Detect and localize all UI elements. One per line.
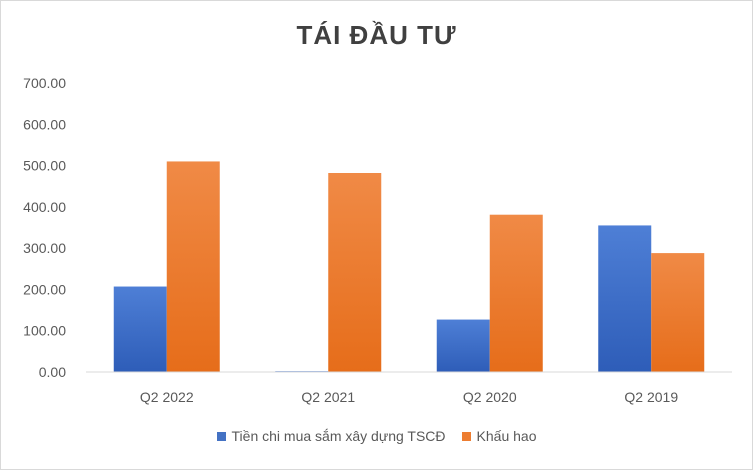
bar-series-1-q2-2019 xyxy=(598,225,652,372)
x-tick-label: Q2 2021 xyxy=(301,389,355,405)
y-tick-label: 0.00 xyxy=(39,364,66,380)
bar-series-1-q2-2022 xyxy=(113,286,167,372)
bar-series-2-q2-2019 xyxy=(651,253,705,372)
y-tick-label: 600.00 xyxy=(23,116,66,132)
legend-label-series-2: Khấu hao xyxy=(476,428,537,444)
x-tick-label: Q2 2019 xyxy=(624,389,678,405)
y-tick-label: 300.00 xyxy=(23,240,66,256)
legend-swatch-series-2 xyxy=(461,431,471,441)
legend-item-series-1: Tiền chi mua sắm xây dựng TSCĐ xyxy=(216,428,446,444)
y-tick-label: 100.00 xyxy=(23,323,66,339)
chart-title: TÁI ĐẦU TƯ xyxy=(296,20,457,50)
x-tick-label: Q2 2020 xyxy=(463,389,517,405)
legend-label-series-1: Tiền chi mua sắm xây dựng TSCĐ xyxy=(231,428,446,444)
y-tick-label: 700.00 xyxy=(23,75,66,91)
legend-swatch-series-1 xyxy=(216,431,226,441)
x-tick-label: Q2 2022 xyxy=(140,389,194,405)
y-tick-label: 200.00 xyxy=(23,281,66,297)
bar-series-2-q2-2020 xyxy=(489,214,543,372)
y-tick-label: 500.00 xyxy=(23,158,66,174)
bar-series-2-q2-2022 xyxy=(166,161,220,372)
y-tick-label: 400.00 xyxy=(23,199,66,215)
bar-series-1-q2-2020 xyxy=(436,319,490,372)
legend: Tiền chi mua sắm xây dựng TSCĐ Khấu hao xyxy=(0,428,753,444)
bar-series-2-q2-2021 xyxy=(328,173,382,372)
legend-item-series-2: Khấu hao xyxy=(461,428,537,444)
